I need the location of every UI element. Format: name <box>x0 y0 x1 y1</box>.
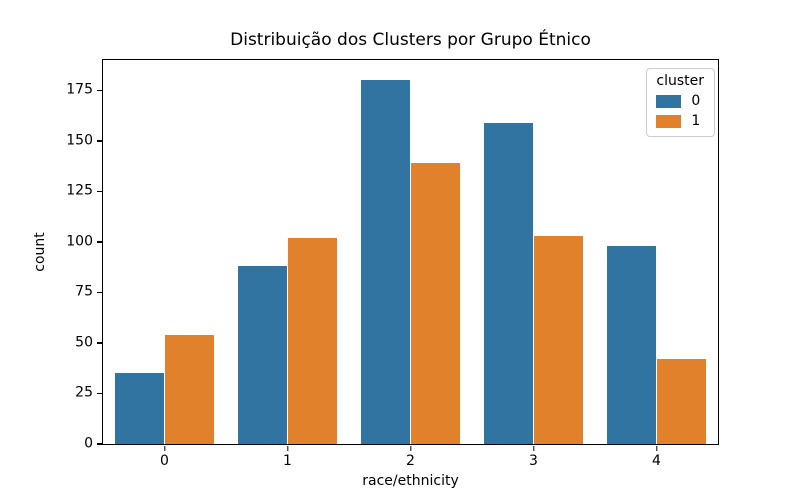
x-tick-label: 2 <box>406 453 415 469</box>
y-axis-label: count <box>32 232 48 272</box>
bar-group4-cluster0 <box>607 245 657 444</box>
bar-group0-cluster0 <box>115 373 165 444</box>
x-tick-label: 4 <box>652 453 661 469</box>
bar-group2-cluster1 <box>410 163 460 444</box>
y-tick-label: 125 <box>66 183 93 200</box>
x-tick-label: 1 <box>283 453 292 469</box>
y-tick-label: 25 <box>75 385 93 402</box>
bar-group2-cluster0 <box>361 80 411 444</box>
legend-swatch-cluster-1 <box>656 114 682 128</box>
y-tick-label: 150 <box>66 132 93 149</box>
y-tick-mark <box>97 190 102 193</box>
y-tick-label: 175 <box>66 81 93 98</box>
y-tick-mark <box>97 342 102 344</box>
x-tick-mark <box>655 446 658 451</box>
x-axis-label: race/ethnicity <box>362 473 459 489</box>
legend-label: 1 <box>691 113 701 129</box>
bar-group0-cluster1 <box>164 334 214 444</box>
y-tick-label: 0 <box>84 435 93 452</box>
legend-item-cluster-1: 1 <box>656 113 704 129</box>
bar-group3-cluster0 <box>484 122 534 444</box>
y-tick-label: 75 <box>75 284 93 301</box>
chart-title: Distribuição dos Clusters por Grupo Étni… <box>230 30 591 50</box>
bar-group3-cluster1 <box>533 235 583 444</box>
y-tick-mark <box>97 89 102 91</box>
bar-group1-cluster0 <box>238 266 288 444</box>
y-tick-label: 50 <box>75 334 93 351</box>
x-tick-label: 0 <box>160 453 169 469</box>
y-tick-mark <box>97 443 102 445</box>
y-tick-label: 100 <box>66 233 93 250</box>
x-tick-mark <box>532 446 535 451</box>
bar-group4-cluster1 <box>656 359 706 444</box>
y-tick-mark <box>97 140 102 142</box>
x-tick-mark <box>163 446 166 451</box>
legend-title: cluster <box>656 73 704 89</box>
legend-item-cluster-0: 0 <box>656 93 704 109</box>
bar-group1-cluster1 <box>287 237 337 444</box>
legend-label: 0 <box>691 93 701 109</box>
y-tick-mark <box>97 392 102 395</box>
y-tick-mark <box>97 241 102 243</box>
x-tick-mark <box>286 446 289 451</box>
x-tick-mark <box>409 446 412 451</box>
legend-swatch-cluster-0 <box>656 94 682 108</box>
y-tick-mark <box>97 291 102 294</box>
x-tick-label: 3 <box>529 453 538 469</box>
